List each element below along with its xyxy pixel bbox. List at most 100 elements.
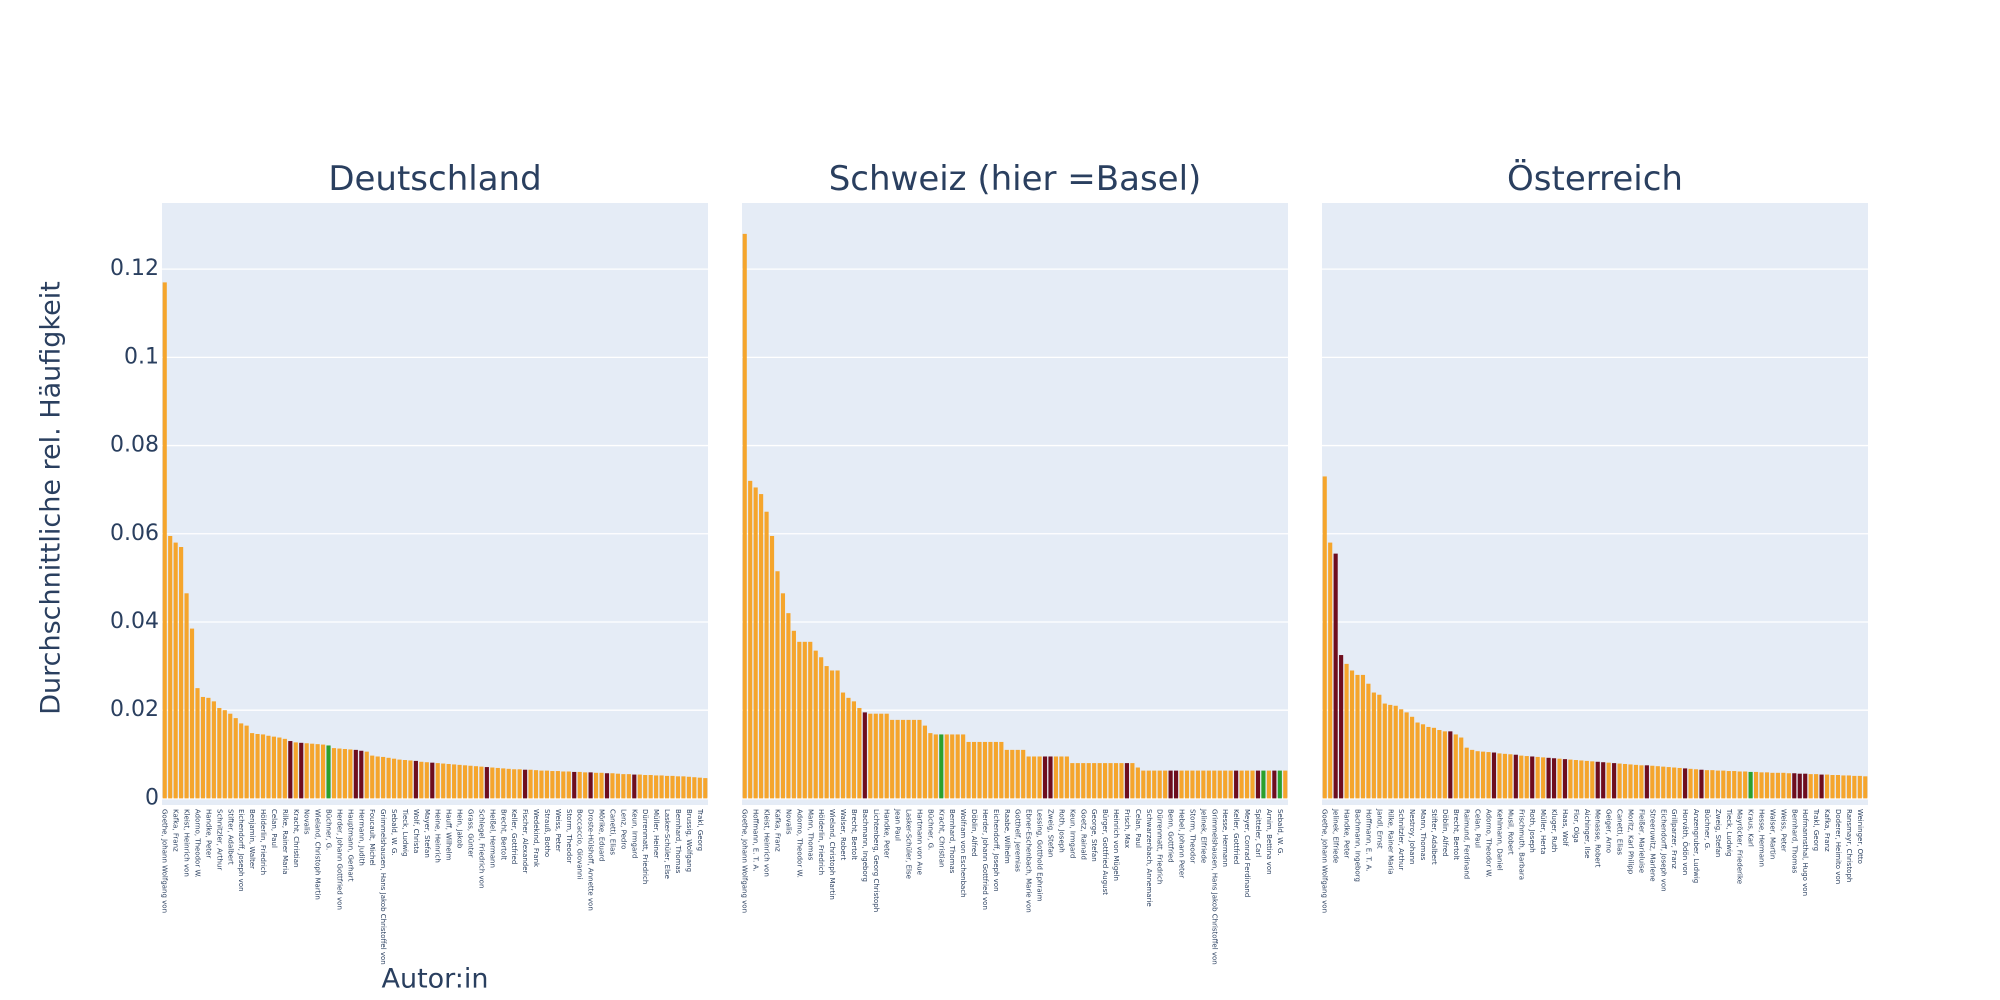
bar (1639, 765, 1644, 799)
bar (873, 713, 878, 799)
bar (1622, 763, 1628, 799)
bar (517, 769, 522, 799)
bar (1212, 770, 1217, 799)
bar (1672, 767, 1677, 799)
bar (222, 710, 227, 799)
bar (742, 233, 747, 799)
bar (260, 734, 266, 799)
bar (1399, 709, 1404, 799)
x-tick-label: Musil, Robert (1506, 809, 1514, 855)
y-tick-label: 0.1 (124, 344, 159, 369)
x-tick-label: Weininger, Otto (1856, 809, 1864, 864)
x-tick-label: Sebald, W. G. (1276, 809, 1284, 856)
bar (1710, 770, 1715, 799)
bar (1753, 771, 1759, 799)
bar (1053, 756, 1059, 799)
x-tick-label: Dürrenmatt, Friedrich (1156, 809, 1164, 884)
bar (1573, 760, 1578, 799)
bar (402, 760, 408, 799)
bar (1688, 768, 1693, 799)
bar (1179, 770, 1184, 799)
x-tick-label: Roth, Joseph (1528, 809, 1536, 853)
y-tick-label: 0.08 (110, 433, 159, 458)
bar (391, 758, 397, 799)
x-tick-label: Stifter, Adalbert (1430, 809, 1438, 865)
bar (890, 719, 895, 799)
bar (490, 767, 495, 799)
x-tick-label: Ebner-Eschenbach, Marie von (1025, 809, 1033, 913)
bar (593, 772, 599, 799)
x-tick-label: Frisch, Max (1123, 809, 1131, 848)
bar (1135, 767, 1140, 799)
bar (1819, 774, 1824, 799)
bar (1081, 763, 1086, 799)
bar (1382, 703, 1387, 799)
bar (1562, 759, 1568, 799)
bar (1781, 772, 1786, 799)
bar (769, 535, 775, 799)
x-tick-label: Hartmann von Aue (915, 809, 923, 875)
x-tick-label: Tieck, Ludwig (1725, 808, 1733, 856)
bar (1388, 704, 1393, 799)
x-tick-label: Brecht, Bertolt (499, 809, 507, 860)
bar (1808, 774, 1813, 799)
x-tick-label: Meyer, Conrad Ferdinand (1243, 809, 1251, 897)
bar (544, 770, 550, 799)
bar (211, 701, 216, 799)
bar (1437, 730, 1442, 799)
x-tick-label: Keller, Gottfried (1232, 809, 1240, 864)
bar (1699, 769, 1704, 799)
bar (1442, 731, 1447, 799)
bar (615, 773, 620, 799)
x-tick-label: Anzengruber, Ludwig (1692, 809, 1700, 883)
x-tick-label: Storm, Theodor (1188, 809, 1196, 864)
bar (244, 725, 249, 799)
x-tick-label: Sebald, W. G. (390, 809, 398, 856)
bar (900, 719, 906, 799)
bar (1513, 754, 1518, 799)
bar (928, 733, 933, 799)
bar (1786, 773, 1791, 799)
bar (808, 641, 813, 799)
x-tick-label: Eichendorff, Joseph von (237, 809, 245, 892)
x-tick-label: Kraus, Karl (1747, 809, 1755, 847)
bar (1748, 771, 1753, 799)
bar (348, 749, 353, 799)
bar (1366, 683, 1371, 799)
bar (452, 764, 457, 799)
bar (675, 776, 681, 799)
bar (561, 771, 566, 799)
bar (386, 757, 391, 799)
bar (1328, 542, 1333, 799)
x-tick-label: Jandl, Ernst (1375, 808, 1383, 849)
bar (759, 494, 764, 799)
bar (413, 760, 418, 799)
bar (1261, 770, 1266, 799)
x-tick-label: Menasse, Robert (1594, 809, 1602, 868)
bar (813, 650, 818, 799)
x-tick-label: Schnitzler, Arthur (215, 809, 223, 870)
bar (1764, 772, 1770, 799)
bar (217, 707, 222, 799)
bar (533, 770, 539, 799)
bar (1661, 766, 1666, 799)
bar (1693, 769, 1699, 799)
bar (1644, 765, 1649, 799)
bar (1377, 694, 1382, 799)
bar (583, 772, 588, 799)
bar (353, 749, 358, 799)
bar (282, 738, 287, 799)
bar (233, 718, 238, 799)
bar (1026, 756, 1031, 799)
bar (342, 748, 347, 799)
bar (528, 769, 533, 799)
bar (1042, 756, 1048, 799)
bar (484, 767, 489, 799)
bar (1541, 757, 1546, 799)
x-tick-label: Jean Paul (894, 808, 902, 841)
x-tick-label: Lasker-Schüler, Else (905, 809, 913, 879)
bar (1612, 763, 1617, 799)
bar (446, 763, 451, 799)
bar (457, 764, 462, 799)
